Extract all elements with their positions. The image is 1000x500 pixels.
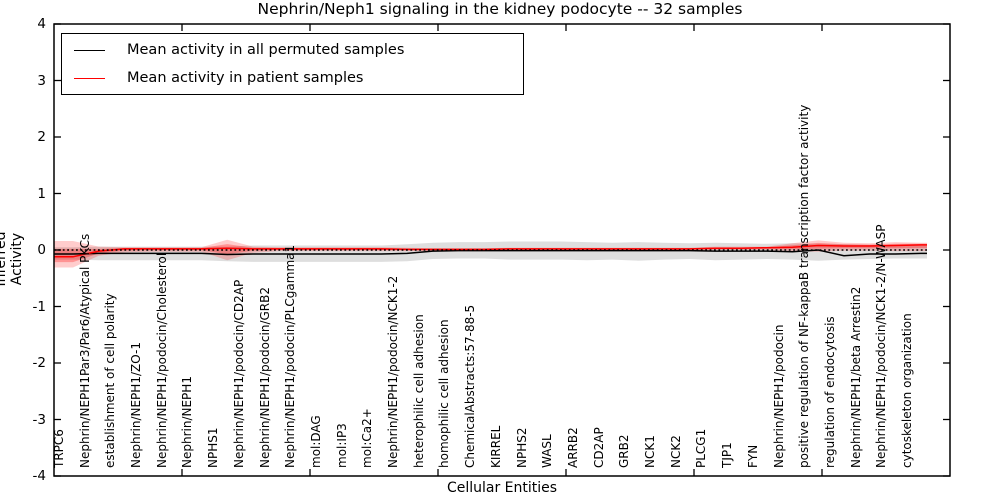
x-tick-label: ARRB2 <box>565 427 580 468</box>
y-tick-label: 1 <box>37 185 46 202</box>
x-tick-label: Nephrin/NEPH1/podocin/CD2AP <box>231 279 246 468</box>
y-tick-label: 0 <box>37 242 46 258</box>
x-tick-label: positive regulation of NF-kappaB transcr… <box>797 104 812 468</box>
patient-band-inner <box>54 242 927 263</box>
x-tick-label: homophilic cell adhesion <box>437 319 452 468</box>
y-tick-label: 4 <box>37 16 46 32</box>
x-axis-label: Cellular Entities <box>446 480 558 496</box>
x-tick-label: Nephrin/NEPH1/podocin/NCK1-2 <box>386 275 401 468</box>
x-tick-label: Nephrin/NEPH1Par3/Par6/Atypical PKCs <box>77 233 92 468</box>
x-tick-label: Nephrin/NEPH1/podocin <box>771 324 786 468</box>
black-line-swatch <box>74 49 105 51</box>
x-tick-label: NPHS1 <box>206 427 221 469</box>
x-tick-label: establishment of cell polarity <box>103 293 118 468</box>
permuted-band <box>54 241 927 262</box>
x-tick-label: heterophilic cell adhesion <box>411 314 426 468</box>
x-tick-label: GRB2 <box>617 434 632 468</box>
y-tick-label: -3 <box>32 411 46 428</box>
x-tick-label: cytoskeleton organization <box>900 313 914 468</box>
x-tick-label: Nephrin/NEPH1/beta Arrestin2 <box>848 286 863 468</box>
legend: Mean activity in all permuted samples Me… <box>61 33 524 95</box>
y-tick-label: 3 <box>37 72 46 89</box>
x-tick-label: CD2AP <box>591 427 606 468</box>
y-axis-label: Inferred Activity <box>0 231 25 287</box>
y-tick-label: -4 <box>32 468 46 484</box>
legend-label-permuted: Mean activity in all permuted samples <box>127 42 405 58</box>
legend-entry-patient: Mean activity in patient samples <box>62 65 523 91</box>
x-tick-label: Nephrin/NEPH1/ZO-1 <box>129 342 144 468</box>
x-tick-label: NCK1 <box>643 435 658 468</box>
y-tick-label: 2 <box>37 129 46 145</box>
x-tick-label: Nephrin/NEPH1/podocin/NCK1-2/N-WASP <box>874 224 889 468</box>
x-tick-label: TRPC6 <box>52 429 66 468</box>
patient-band-outer <box>54 239 927 268</box>
x-tick-label: NPHS2 <box>514 427 529 469</box>
y-tick-label: -1 <box>32 298 46 315</box>
chart-title: Nephrin/Neph1 signaling in the kidney po… <box>257 0 743 18</box>
legend-entry-permuted: Mean activity in all permuted samples <box>62 37 523 63</box>
permuted-mean-line <box>54 249 927 257</box>
x-tick-label: ChemicalAbstracts:57-88-5 <box>463 304 478 468</box>
red-line-swatch <box>74 77 105 79</box>
x-tick-label: PLCG1 <box>694 428 709 468</box>
x-tick-label: WASL <box>540 434 555 468</box>
x-tick-label: NCK2 <box>668 435 683 468</box>
x-tick-label: Nephrin/NEPH1/podocin/Cholesterol <box>154 252 169 468</box>
x-tick-label: Nephrin/NEPH1/podocin/PLCgamma1 <box>283 244 298 468</box>
x-tick-label: TJP1 <box>720 442 735 468</box>
x-tick-label: Nephrin/NEPH1/podocin/GRB2 <box>257 287 272 468</box>
x-tick-label: FYN <box>745 444 760 468</box>
x-tick-label: mol:IP3 <box>334 423 349 468</box>
legend-label-patient: Mean activity in patient samples <box>127 70 364 86</box>
patient-mean-line <box>54 244 927 258</box>
x-tick-label: regulation of endocytosis <box>822 316 837 468</box>
y-tick-label: -2 <box>32 355 46 371</box>
x-tick-label: KIRREL <box>488 425 503 468</box>
x-tick-label: mol:Ca2+ <box>360 408 375 468</box>
x-tick-label: Nephrin/NEPH1 <box>180 376 195 468</box>
x-tick-label: mol:DAG <box>308 415 323 468</box>
